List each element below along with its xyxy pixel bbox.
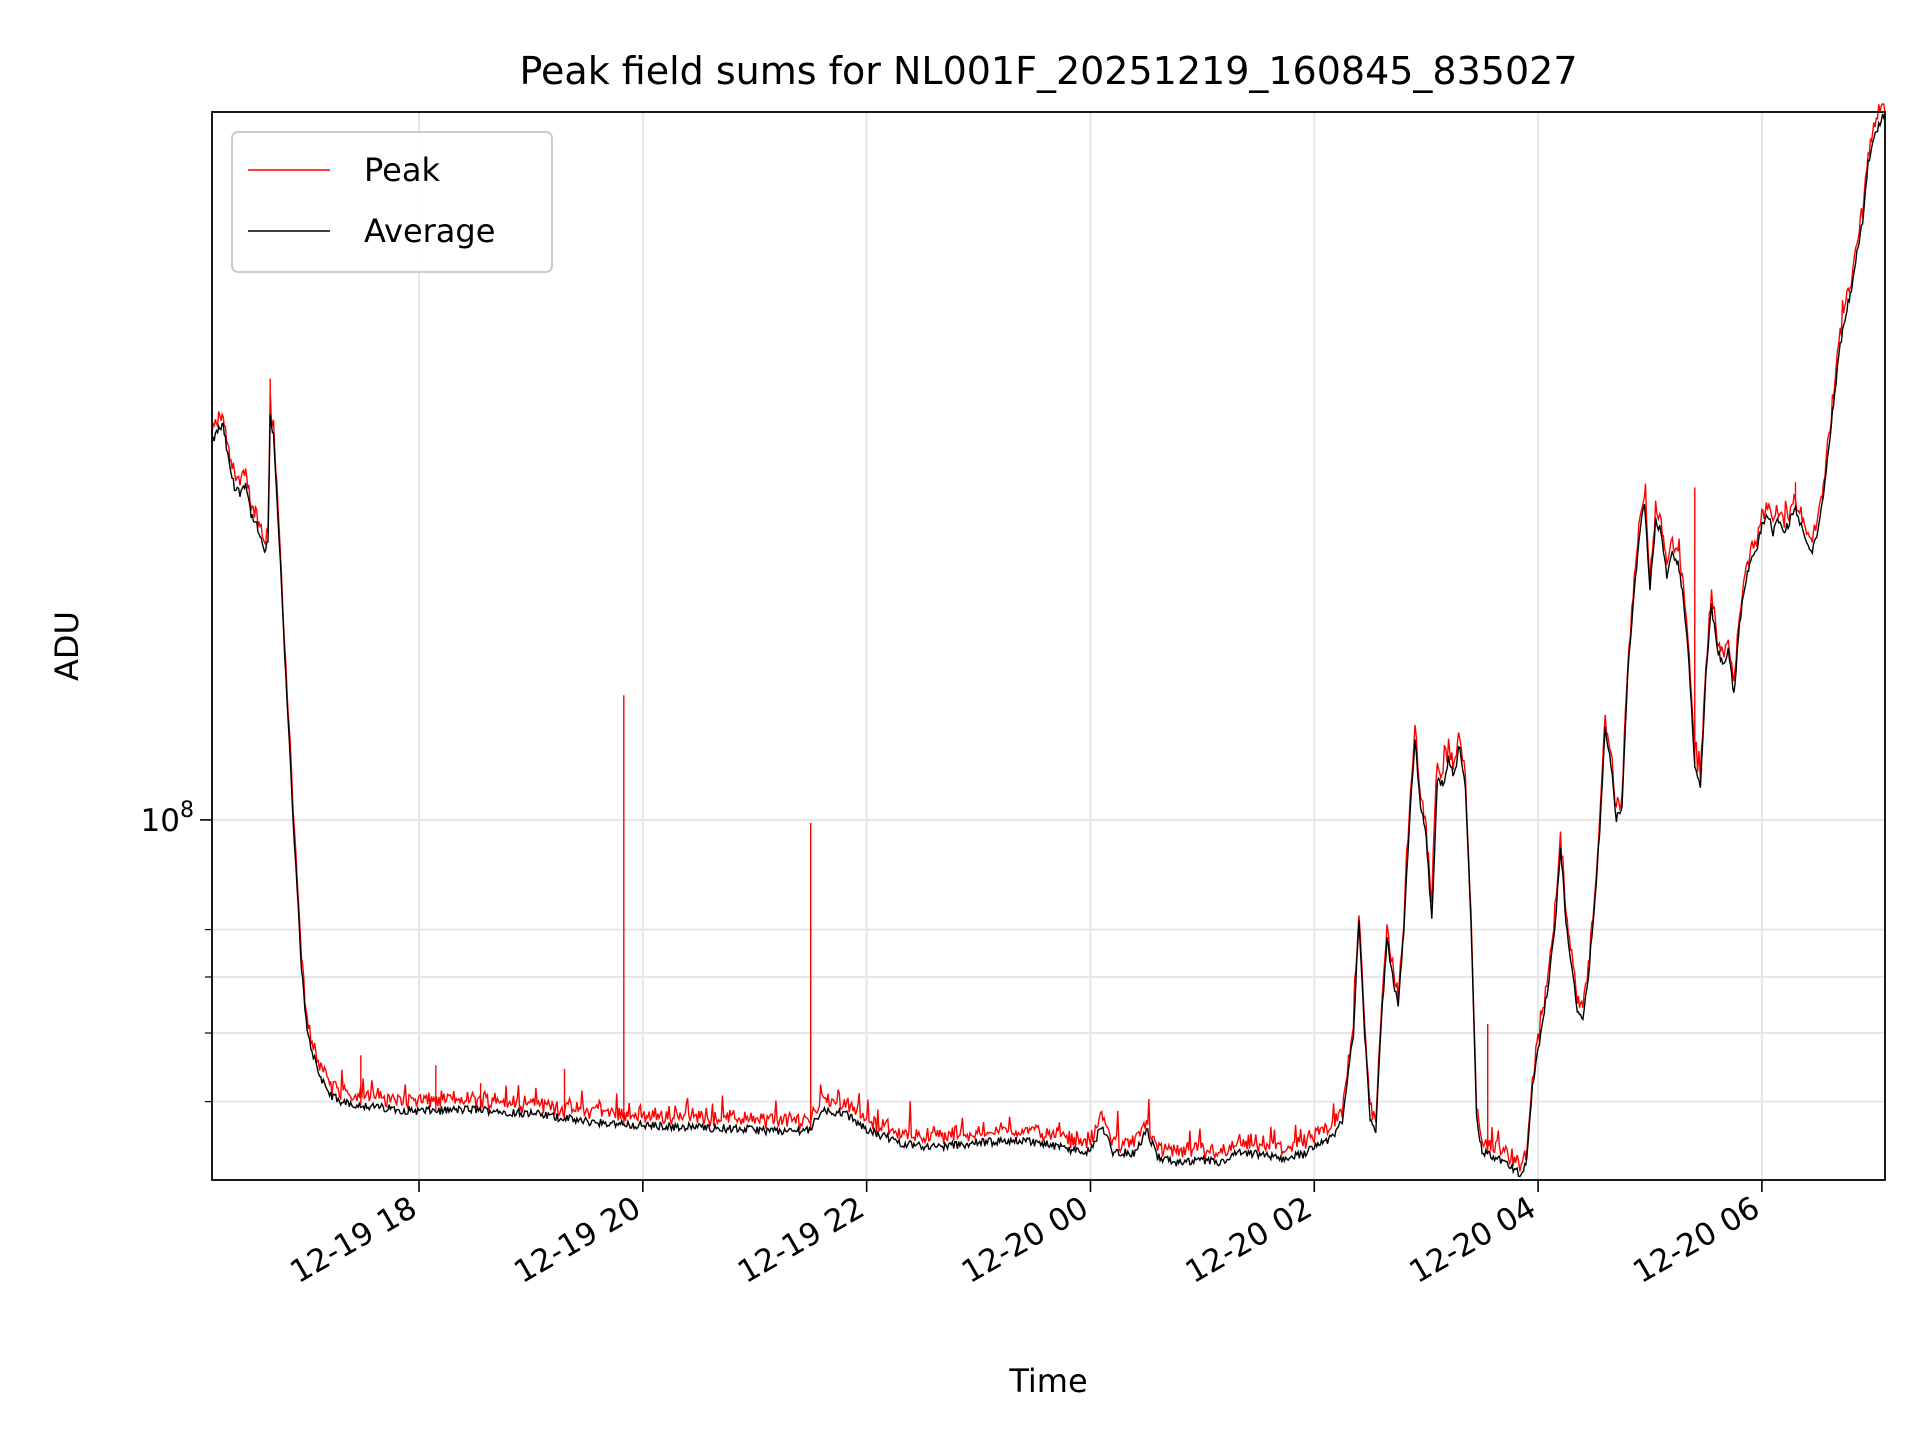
grid-layer [212,112,1885,1180]
legend-box [231,131,553,273]
average-series-line [211,111,1886,1178]
axes-frame [211,111,1886,1181]
y-tick-label: 108 [141,798,194,839]
series-layer [211,102,1886,1178]
legend: Peak Average [231,131,553,273]
legend-peak-label: Peak [364,151,440,189]
chart-title: Peak field sums for NL001F_20251219_1608… [519,49,1577,93]
legend-average-label: Average [364,212,495,250]
x-axis-label: Time [1008,1362,1087,1400]
peak-series-line [211,102,1886,1172]
y-axis-label: ADU [48,611,86,681]
